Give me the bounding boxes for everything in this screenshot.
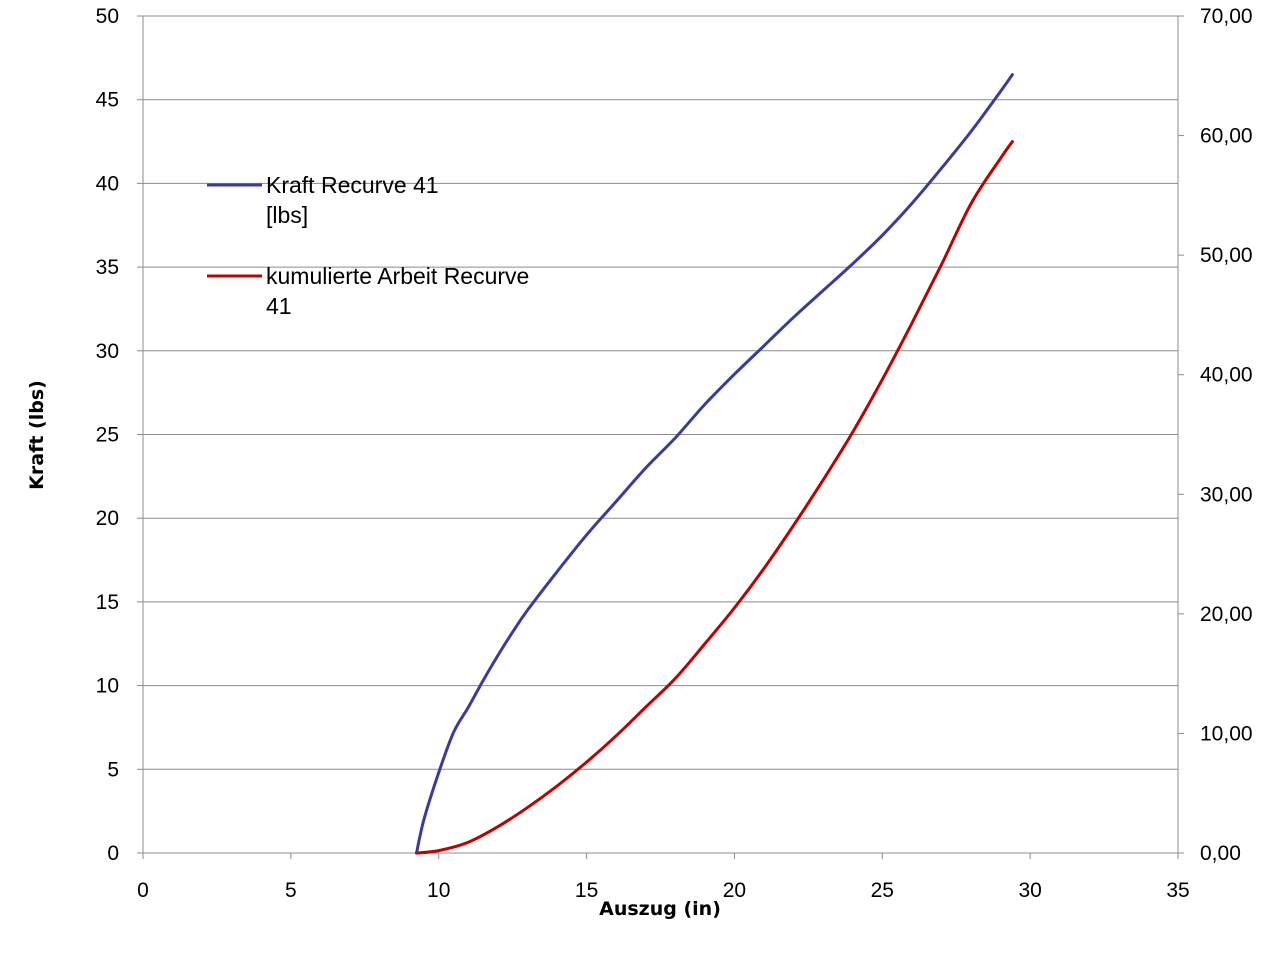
y-tick-label: 30 [96,340,119,363]
x-tick-label: 25 [871,879,894,902]
y-tick-label: 50 [96,5,119,28]
x-tick-label: 35 [1166,879,1189,902]
y-tick-label: 15 [96,591,119,614]
legend: Kraft Recurve 41 [lbs] kumulierte Arbeit R… [207,172,529,319]
x-tick-label: 10 [427,879,450,902]
y-tick-label: 10 [96,675,119,698]
series-lines [415,73,1014,855]
y-tick-label: 0 [107,842,119,865]
y2-tick-label: 60,00 [1200,125,1253,148]
y-tick-labels: 0 5 10 15 20 25 30 35 40 45 50 [96,5,119,865]
y-tick-label: 20 [96,507,119,530]
legend-label-1: [lbs] [266,202,308,228]
y2-tick-label: 40,00 [1200,364,1253,387]
axes [137,15,1184,859]
y2-tick-label: 20,00 [1200,603,1253,626]
y2-tick-labels: 0,00 10,00 20,00 30,00 40,00 50,00 60,00 70,00 [1200,5,1253,865]
y-axis-title: Kraft (lbs) [26,380,48,490]
x-tick-labels: 0 5 10 15 20 25 30 35 [137,879,1190,902]
y-tick-label: 40 [96,172,119,195]
legend-label-2: 41 [266,293,292,319]
y2-tick-label: 0,00 [1200,842,1241,865]
legend-label-2: kumulierte Arbeit Recurve [266,263,529,289]
series-line-2 [415,140,1014,855]
y2-tick-label: 10,00 [1200,722,1253,745]
x-axis-title: Auszug (in) [599,898,721,920]
x-tick-label: 20 [723,879,746,902]
x-tick-label: 5 [285,879,297,902]
y-tick-label: 5 [107,758,119,781]
x-tick-label: 15 [575,879,598,902]
y2-tick-label: 70,00 [1200,5,1253,28]
y2-tick-label: 30,00 [1200,483,1253,506]
legend-label-1: Kraft Recurve 41 [266,172,439,198]
gridlines [143,15,1178,770]
y-tick-label: 35 [96,256,119,279]
x-tick-label: 30 [1018,879,1041,902]
y-tick-label: 25 [96,424,119,447]
y2-tick-label: 50,00 [1200,244,1253,267]
y-tick-label: 45 [96,89,119,112]
series-line-1 [415,73,1014,855]
x-tick-label: 0 [137,879,149,902]
